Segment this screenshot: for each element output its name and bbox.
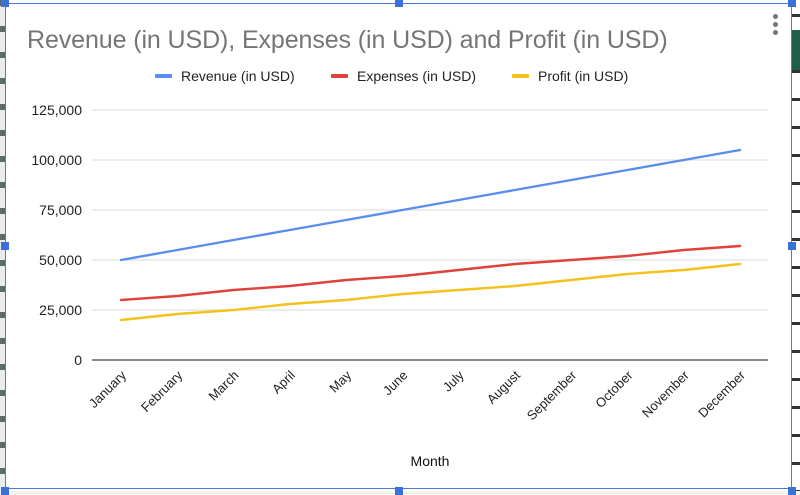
chart-legend: Revenue (in USD) Expenses (in USD) Profi…	[0, 68, 800, 88]
x-tick-label: September	[524, 367, 580, 423]
x-tick-label: January	[86, 367, 130, 411]
series-lines	[119, 148, 742, 322]
legend-swatch-revenue	[155, 74, 172, 78]
profit-line[interactable]	[119, 262, 742, 322]
resize-handle-top-center[interactable]	[395, 0, 403, 7]
x-tick-label: December	[695, 367, 748, 420]
x-axis-title: Month	[411, 453, 450, 469]
y-axis-tick-labels: 0 25,000 50,000 75,000 100,000 125,000	[31, 102, 82, 368]
legend-item-profit[interactable]: Profit (in USD)	[512, 68, 628, 84]
y-tick-label: 25,000	[39, 302, 82, 318]
resize-handle-top-left[interactable]	[1, 0, 9, 7]
legend-label-revenue: Revenue (in USD)	[181, 68, 295, 84]
x-axis-tick-labels: January February March April May June July Augu…	[86, 367, 749, 423]
gridlines	[92, 109, 768, 361]
legend-swatch-expenses	[331, 74, 348, 78]
menu-dot	[772, 22, 778, 27]
x-tick-label: March	[206, 368, 242, 404]
resize-handle-bottom-center[interactable]	[395, 487, 403, 495]
x-tick-label: June	[380, 368, 411, 399]
x-tick-label: July	[440, 367, 467, 394]
y-tick-label: 0	[74, 352, 82, 368]
x-tick-label: April	[269, 367, 298, 396]
menu-dot	[772, 14, 778, 19]
x-tick-label: November	[639, 367, 692, 420]
legend-label-expenses: Expenses (in USD)	[357, 68, 477, 84]
resize-handle-bottom-left[interactable]	[1, 487, 9, 495]
y-tick-label: 100,000	[31, 152, 82, 168]
revenue-line[interactable]	[119, 148, 742, 262]
x-tick-label: May	[326, 367, 354, 395]
legend-item-expenses[interactable]: Expenses (in USD)	[331, 68, 476, 84]
y-tick-label: 125,000	[31, 102, 82, 118]
x-tick-label: February	[138, 367, 186, 415]
y-tick-label: 75,000	[39, 202, 82, 218]
resize-handle-top-right[interactable]	[788, 0, 796, 7]
legend-item-revenue[interactable]: Revenue (in USD)	[155, 68, 295, 84]
resize-handle-bottom-right[interactable]	[788, 487, 796, 495]
expenses-line[interactable]	[119, 244, 742, 302]
resize-handle-middle-right[interactable]	[788, 242, 796, 250]
legend-swatch-profit	[512, 74, 529, 78]
chart-title: Revenue (in USD), Expenses (in USD) and …	[27, 26, 668, 54]
spreadsheet-column-header	[791, 30, 800, 70]
menu-dot	[772, 30, 778, 35]
y-tick-label: 50,000	[39, 252, 82, 268]
resize-handle-middle-left[interactable]	[1, 242, 9, 250]
x-tick-label: August	[484, 367, 523, 406]
x-tick-label: October	[592, 367, 636, 411]
legend-label-profit: Profit (in USD)	[538, 68, 629, 84]
more-vert-icon[interactable]	[770, 14, 780, 38]
